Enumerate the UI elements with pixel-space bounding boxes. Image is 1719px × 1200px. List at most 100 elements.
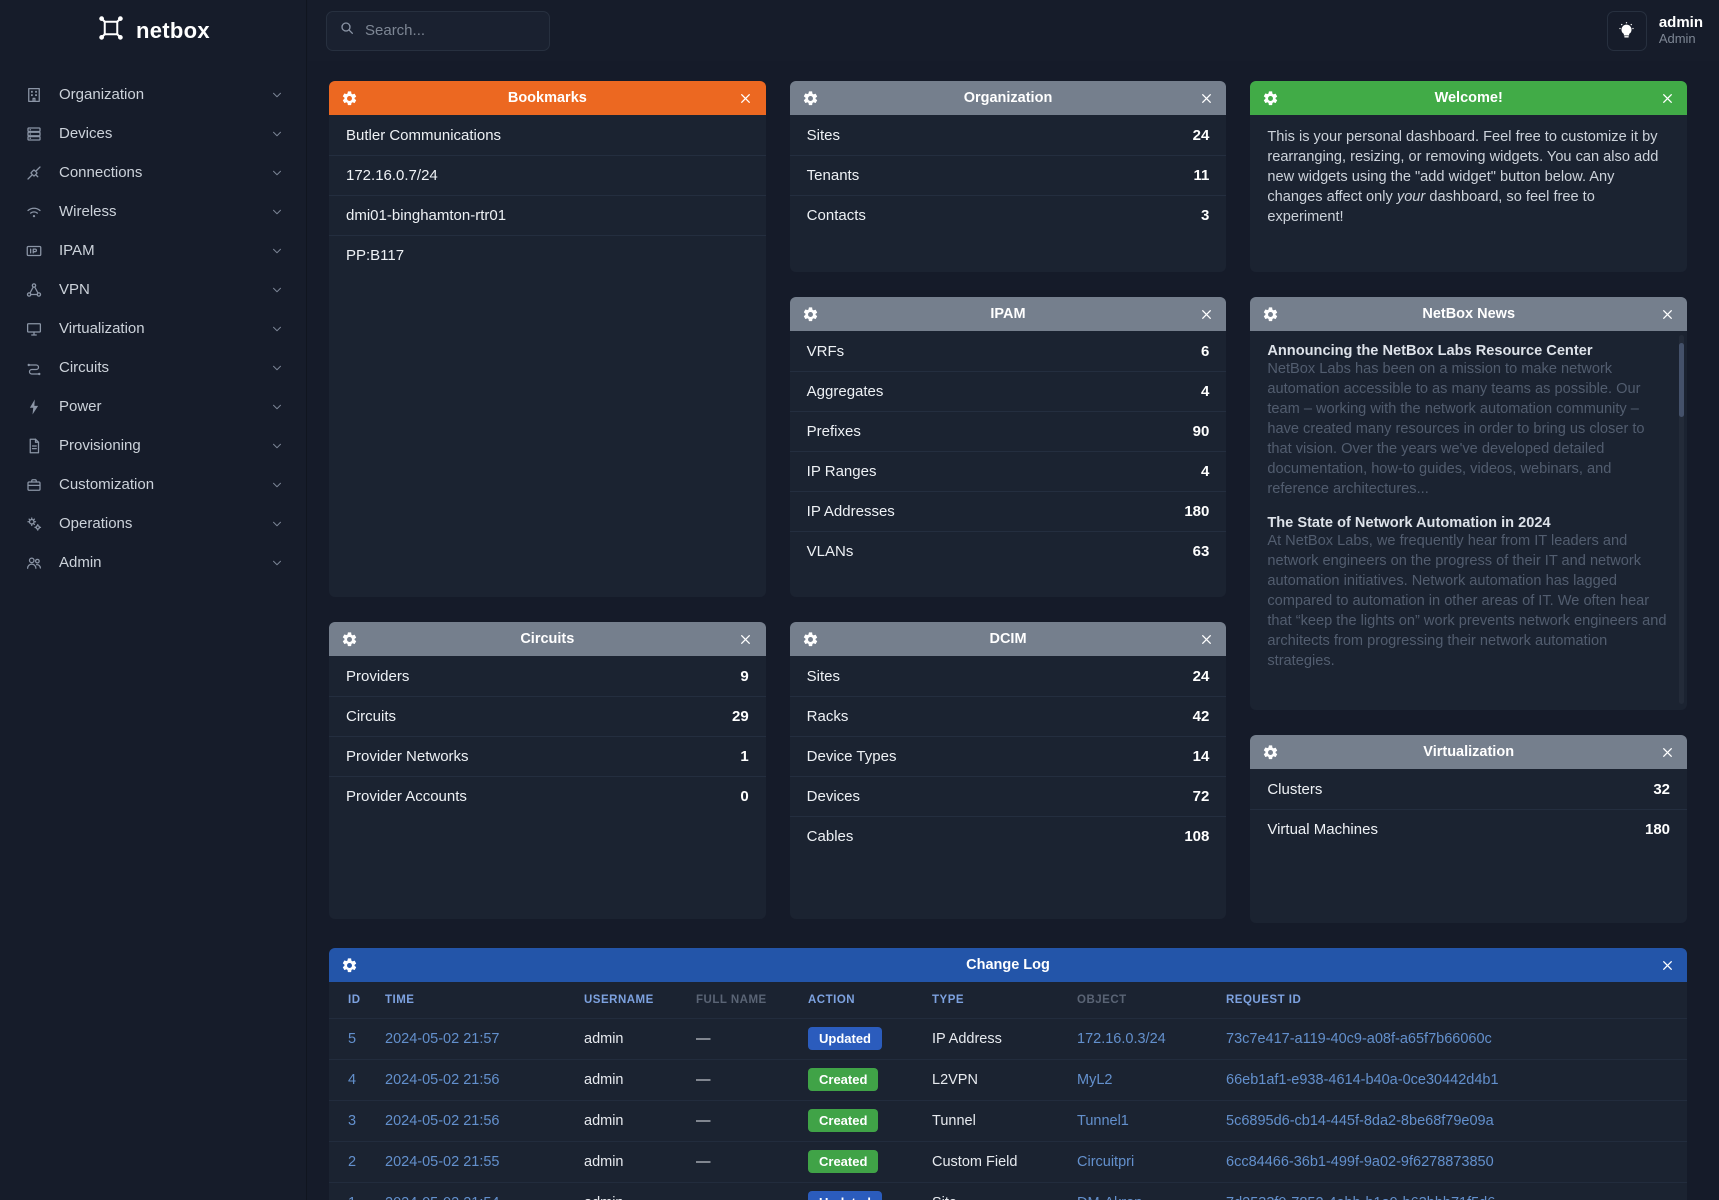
search-box[interactable] [326, 10, 550, 51]
change-request-id-link[interactable]: 73c7e417-a119-40c9-a08f-a65f7b66060c [1226, 1030, 1492, 1047]
widget-config-icon[interactable] [802, 90, 819, 107]
sidebar-item-power[interactable]: Power [0, 387, 306, 426]
stat-label[interactable]: VLANs [806, 543, 854, 560]
bookmark-link[interactable]: dmi01-binghamton-rtr01 [346, 207, 507, 224]
sidebar-item-provisioning[interactable]: Provisioning [0, 426, 306, 465]
stat-row: VRFs 6 [790, 331, 1227, 371]
widget-config-icon[interactable] [1262, 306, 1279, 323]
change-object-link[interactable]: Tunnel1 [1077, 1112, 1129, 1129]
close-icon[interactable] [1198, 90, 1214, 106]
widget-header: Virtualization [1250, 735, 1688, 769]
sidebar-item-label: Connections [59, 164, 143, 181]
stat-label[interactable]: Racks [806, 708, 849, 725]
sidebar-item-organization[interactable]: Organization [0, 75, 306, 114]
column-header-type[interactable]: TYPE [932, 993, 965, 1006]
bookmark-link[interactable]: Butler Communications [346, 126, 502, 144]
stat-label[interactable]: Circuits [346, 708, 397, 725]
sidebar-item-label: Circuits [59, 359, 110, 376]
change-request-id-link[interactable]: 66eb1af1-e938-4614-b40a-0ce30442d4b1 [1226, 1071, 1499, 1088]
change-time-link[interactable]: 2024-05-02 21:55 [385, 1153, 500, 1170]
close-icon[interactable] [1198, 306, 1214, 322]
stat-label[interactable]: Sites [806, 126, 841, 144]
change-id-link[interactable]: 2 [348, 1153, 357, 1170]
change-request-id-link[interactable]: 6cc84466-36b1-499f-9a02-9f6278873850 [1226, 1153, 1494, 1170]
search-input[interactable] [365, 22, 525, 39]
stat-label[interactable]: Provider Networks [346, 748, 469, 765]
change-object-link[interactable]: MyL2 [1077, 1071, 1113, 1088]
stat-label[interactable]: Prefixes [806, 423, 861, 440]
stat-label[interactable]: Tenants [806, 167, 860, 184]
sidebar-item-customization[interactable]: Customization [0, 465, 306, 504]
sidebar-item-virtualization[interactable]: Virtualization [0, 309, 306, 348]
stat-label[interactable]: VRFs [806, 342, 845, 360]
sidebar-item-devices[interactable]: Devices [0, 114, 306, 153]
change-id-link[interactable]: 3 [348, 1112, 357, 1129]
widget-config-icon[interactable] [1262, 744, 1279, 761]
widget-config-icon[interactable] [802, 306, 819, 323]
change-id-link[interactable]: 4 [348, 1071, 357, 1088]
stat-label[interactable]: Devices [806, 788, 861, 805]
chevron-down-icon [270, 478, 284, 492]
stat-label[interactable]: IP Addresses [806, 503, 895, 520]
news-article-title[interactable]: Announcing the NetBox Labs Resource Cent… [1267, 343, 1593, 359]
close-icon[interactable] [1659, 306, 1675, 322]
sidebar-item-ipam[interactable]: IPAM [0, 231, 306, 270]
theme-toggle-button[interactable] [1606, 10, 1647, 51]
bookmark-link[interactable]: PP:B117 [346, 247, 405, 264]
widget-config-icon[interactable] [1262, 90, 1279, 107]
chevron-down-icon [270, 361, 284, 375]
stat-label[interactable]: Providers [346, 667, 410, 685]
scrollbar-thumb[interactable] [1679, 343, 1685, 417]
news-article-title[interactable]: The State of Network Automation in 2024 [1267, 514, 1551, 531]
stat-label[interactable]: Device Types [806, 748, 897, 765]
close-icon[interactable] [1659, 744, 1675, 760]
change-id-link[interactable]: 5 [348, 1030, 357, 1047]
widget-title: Welcome! [1434, 90, 1503, 106]
change-time-link[interactable]: 2024-05-02 21:57 [385, 1030, 500, 1047]
sidebar-item-connections[interactable]: Connections [0, 153, 306, 192]
chevron-down-icon [270, 556, 284, 570]
sidebar-item-circuits[interactable]: Circuits [0, 348, 306, 387]
stat-label[interactable]: IP Ranges [806, 463, 877, 480]
column-header-id[interactable]: ID [348, 993, 361, 1006]
user-menu[interactable]: admin Admin [1606, 10, 1703, 51]
change-object-link[interactable]: DM-Akron [1077, 1195, 1142, 1200]
bookmark-link[interactable]: 172.16.0.7/24 [346, 167, 438, 184]
stat-label[interactable]: Clusters [1267, 780, 1323, 798]
column-header-action[interactable]: ACTION [808, 993, 856, 1006]
stat-label[interactable]: Contacts [806, 207, 866, 224]
change-id-link[interactable]: 1 [348, 1195, 356, 1200]
column-header-request-id[interactable]: REQUEST ID [1226, 993, 1302, 1006]
stat-label[interactable]: Aggregates [806, 383, 884, 400]
column-header-username[interactable]: USERNAME [584, 993, 654, 1006]
change-request-id-link[interactable]: 5c6895d6-cb14-445f-8da2-8be68f79e09a [1226, 1112, 1494, 1129]
change-time-link[interactable]: 2024-05-02 21:56 [385, 1071, 500, 1088]
stat-label[interactable]: Sites [806, 667, 841, 685]
widget-config-icon[interactable] [341, 90, 358, 107]
change-time-link[interactable]: 2024-05-02 21:56 [385, 1112, 500, 1129]
widget-config-icon[interactable] [341, 957, 358, 974]
close-icon[interactable] [1198, 631, 1214, 647]
change-object-link[interactable]: 172.16.0.3/24 [1077, 1030, 1166, 1047]
widget-config-icon[interactable] [341, 631, 358, 648]
stat-label[interactable]: Virtual Machines [1267, 821, 1378, 838]
change-object-link[interactable]: Circuitpri [1077, 1153, 1135, 1170]
close-icon[interactable] [738, 631, 754, 647]
close-icon[interactable] [738, 90, 754, 106]
stat-label[interactable]: Provider Accounts [346, 788, 467, 805]
sidebar-item-vpn[interactable]: VPN [0, 270, 306, 309]
sidebar-item-admin[interactable]: Admin [0, 543, 306, 582]
change-request-id-link[interactable]: 7d2533f0-7852-4ebb-b1a9-b63bbb71f5d6 [1226, 1195, 1495, 1200]
close-icon[interactable] [1659, 90, 1675, 106]
column-header-time[interactable]: TIME [385, 993, 415, 1006]
widget-welcome: Welcome! This is your personal dashboard… [1250, 81, 1688, 272]
sidebar-item-wireless[interactable]: Wireless [0, 192, 306, 231]
close-icon[interactable] [1659, 957, 1675, 973]
stat-label[interactable]: Cables [806, 828, 854, 845]
stat-value: 32 [1653, 780, 1671, 798]
action-badge: Created [808, 1150, 879, 1173]
widget-config-icon[interactable] [802, 631, 819, 648]
sidebar-item-operations[interactable]: Operations [0, 504, 306, 543]
change-time-link[interactable]: 2024-05-02 21:54 [385, 1195, 500, 1200]
netbox-logo[interactable]: netbox [0, 0, 306, 61]
